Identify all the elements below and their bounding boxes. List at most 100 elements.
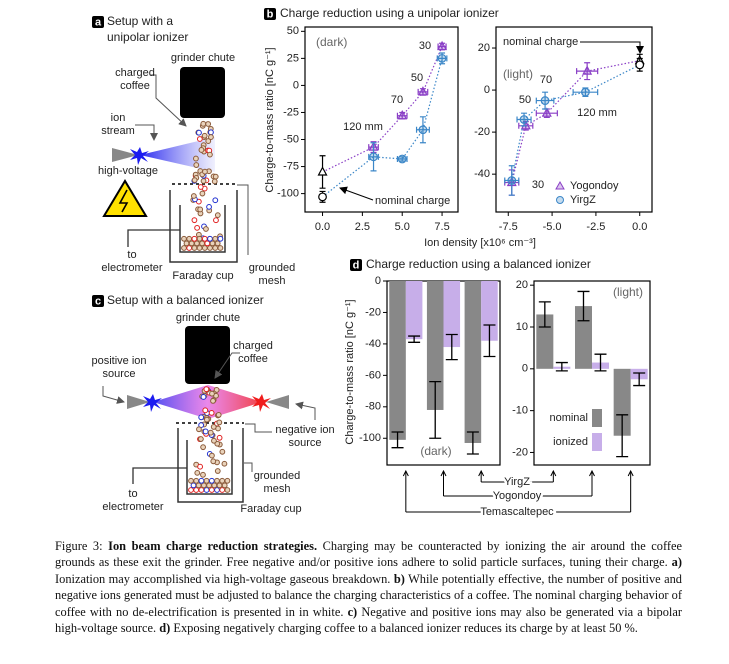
caption-text: Negative and positive ions may also be g… [55,604,682,636]
coffee-particle [203,416,210,423]
coffee-particle [208,487,215,493]
point [397,109,408,120]
label: 0 [484,84,490,96]
error-bar [391,431,404,449]
bar [405,281,423,340]
x-error-bar [436,55,448,62]
point [437,53,447,63]
coffee-particle [205,121,212,127]
label: 0 [522,363,528,375]
label: 120 mm [343,121,383,133]
bar [536,314,554,369]
coffee-particle [201,245,208,251]
caption-text: While potentially effective, the number … [55,571,683,619]
point [369,152,378,162]
label: positive ion source [91,355,146,380]
coffee-particle [196,245,203,251]
coffee-particle [212,197,219,204]
pointer [102,386,125,404]
label: -20 [512,446,528,458]
label: 120 mm [577,107,617,119]
label: to electrometer [102,488,163,513]
error-bar [483,324,496,358]
coffee-particle [212,173,219,180]
panel-badge [92,16,104,28]
label: Temascaltepec [480,506,554,518]
label: a [95,16,102,28]
label-line: mesh [264,483,291,495]
point [519,115,529,124]
coffee-particle [199,240,206,247]
label: 20 [478,42,490,54]
coffee-particle [200,394,207,400]
label-line: ion [111,112,126,124]
label: grinder chute [171,52,235,64]
label-line: unipolar ionizer [107,30,188,44]
coffee-particle [193,487,200,493]
label: Charge reduction using a balanced ionize… [366,257,591,271]
caption-text: c) [347,604,358,619]
label: 7.5 [434,221,449,233]
coffee-particle [224,477,231,484]
label: -20 [365,306,381,318]
coffee-particle [217,245,224,251]
label: -100 [277,188,299,200]
panel-badge [92,295,104,307]
coffee-particle [196,136,203,142]
bracket-arrow [440,469,595,477]
label: -10 [512,405,528,417]
label: (light) [503,67,533,81]
pointer [295,401,316,420]
label: -100 [359,432,381,444]
label: 70 [391,94,403,106]
coffee-particle [181,245,187,251]
coffee-particle [203,226,209,232]
bolt [118,189,129,213]
point [541,107,552,117]
bar [481,281,498,341]
coffee-particle [201,132,208,139]
coffee-particle [201,482,207,489]
label: 20 [516,279,528,291]
annotation-arrows [339,41,644,201]
coffee-particle [209,390,215,397]
warning [102,179,148,217]
label: charged coffee [233,340,273,365]
caption-text: Exposing negatively charging coffee to a… [173,621,638,636]
label: -75 [283,160,299,172]
ion-cone [153,385,262,419]
x-error-bar [576,68,599,75]
coffee-particle [201,235,208,242]
coffee-particle [221,460,228,467]
label: grinder chute [176,312,240,324]
coffee-particle [194,469,201,476]
bracket-arrow [478,469,557,477]
wire [127,229,180,247]
label: Ion density [x10⁶ cm⁻³] [424,237,536,249]
coffee-particle [203,487,210,493]
label: nominal charge [503,36,578,48]
nominal-arrow [580,41,644,54]
caption-text: a) [671,555,682,570]
spark [252,394,271,412]
point [582,65,593,75]
coffee-particle [208,477,215,484]
error-bar [633,372,646,387]
label: 70 [540,74,552,86]
coffee-particle [200,178,207,184]
panel-badge [350,259,362,271]
label: 25 [287,52,299,64]
spark [143,394,162,412]
coffee-particle [210,398,216,404]
bracket [443,471,593,497]
caption-text: Ionization may accomplished via high-vol… [55,571,391,586]
pointer [244,462,253,472]
plot-frame [495,26,653,213]
pointer [237,184,249,255]
coffee-particle [193,477,200,484]
label: -25 [283,106,299,118]
coffee-particle [193,155,199,162]
bracket [480,471,554,483]
grinder-chute [185,326,230,384]
coffee-particle [210,424,217,430]
